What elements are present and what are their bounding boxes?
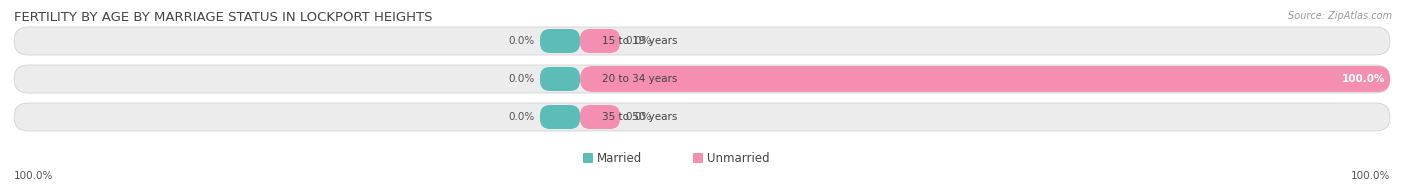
Text: 0.0%: 0.0% (626, 112, 651, 122)
FancyBboxPatch shape (583, 153, 593, 163)
Text: Unmarried: Unmarried (707, 152, 769, 164)
Text: Married: Married (598, 152, 643, 164)
Text: 0.0%: 0.0% (509, 74, 536, 84)
Text: 100.0%: 100.0% (1341, 74, 1385, 84)
Text: 0.0%: 0.0% (509, 112, 536, 122)
Text: 100.0%: 100.0% (1351, 171, 1391, 181)
Text: FERTILITY BY AGE BY MARRIAGE STATUS IN LOCKPORT HEIGHTS: FERTILITY BY AGE BY MARRIAGE STATUS IN L… (14, 11, 433, 24)
Text: Source: ZipAtlas.com: Source: ZipAtlas.com (1288, 11, 1392, 21)
FancyBboxPatch shape (14, 27, 1391, 55)
FancyBboxPatch shape (581, 66, 1391, 92)
Text: 20 to 34 years: 20 to 34 years (602, 74, 678, 84)
Text: 15 to 19 years: 15 to 19 years (602, 36, 678, 46)
FancyBboxPatch shape (693, 153, 703, 163)
FancyBboxPatch shape (14, 103, 1391, 131)
FancyBboxPatch shape (581, 29, 620, 53)
FancyBboxPatch shape (14, 65, 1391, 93)
FancyBboxPatch shape (581, 105, 620, 129)
FancyBboxPatch shape (540, 105, 581, 129)
FancyBboxPatch shape (540, 67, 581, 91)
Text: 35 to 50 years: 35 to 50 years (602, 112, 678, 122)
FancyBboxPatch shape (540, 29, 581, 53)
Text: 0.0%: 0.0% (509, 36, 536, 46)
Text: 100.0%: 100.0% (14, 171, 53, 181)
Text: 0.0%: 0.0% (626, 36, 651, 46)
